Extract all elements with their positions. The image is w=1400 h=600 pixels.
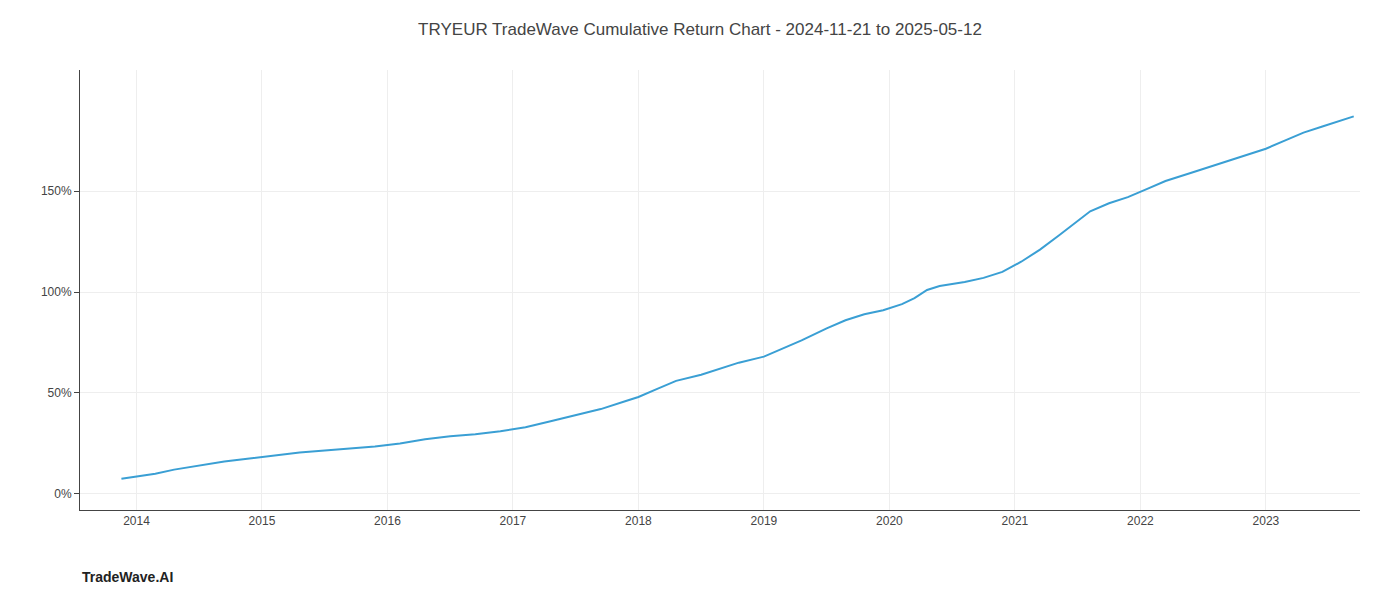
svg-text:2014: 2014 <box>123 514 150 528</box>
svg-text:2021: 2021 <box>1002 514 1029 528</box>
svg-text:TradeWave.AI: TradeWave.AI <box>82 569 173 585</box>
svg-text:2017: 2017 <box>500 514 527 528</box>
svg-text:2022: 2022 <box>1127 514 1154 528</box>
svg-text:TRYEUR TradeWave Cumulative Re: TRYEUR TradeWave Cumulative Return Chart… <box>418 20 982 39</box>
svg-text:2015: 2015 <box>249 514 276 528</box>
svg-text:2018: 2018 <box>625 514 652 528</box>
svg-text:2016: 2016 <box>374 514 401 528</box>
svg-text:2019: 2019 <box>751 514 778 528</box>
svg-text:0%: 0% <box>54 487 72 501</box>
svg-text:2023: 2023 <box>1253 514 1280 528</box>
svg-text:150%: 150% <box>41 184 72 198</box>
svg-text:50%: 50% <box>48 386 72 400</box>
svg-text:2020: 2020 <box>876 514 903 528</box>
svg-text:100%: 100% <box>41 285 72 299</box>
